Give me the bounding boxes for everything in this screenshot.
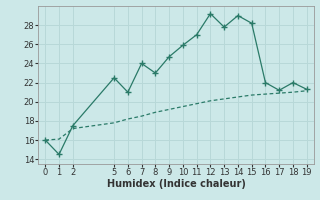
X-axis label: Humidex (Indice chaleur): Humidex (Indice chaleur) [107,179,245,189]
